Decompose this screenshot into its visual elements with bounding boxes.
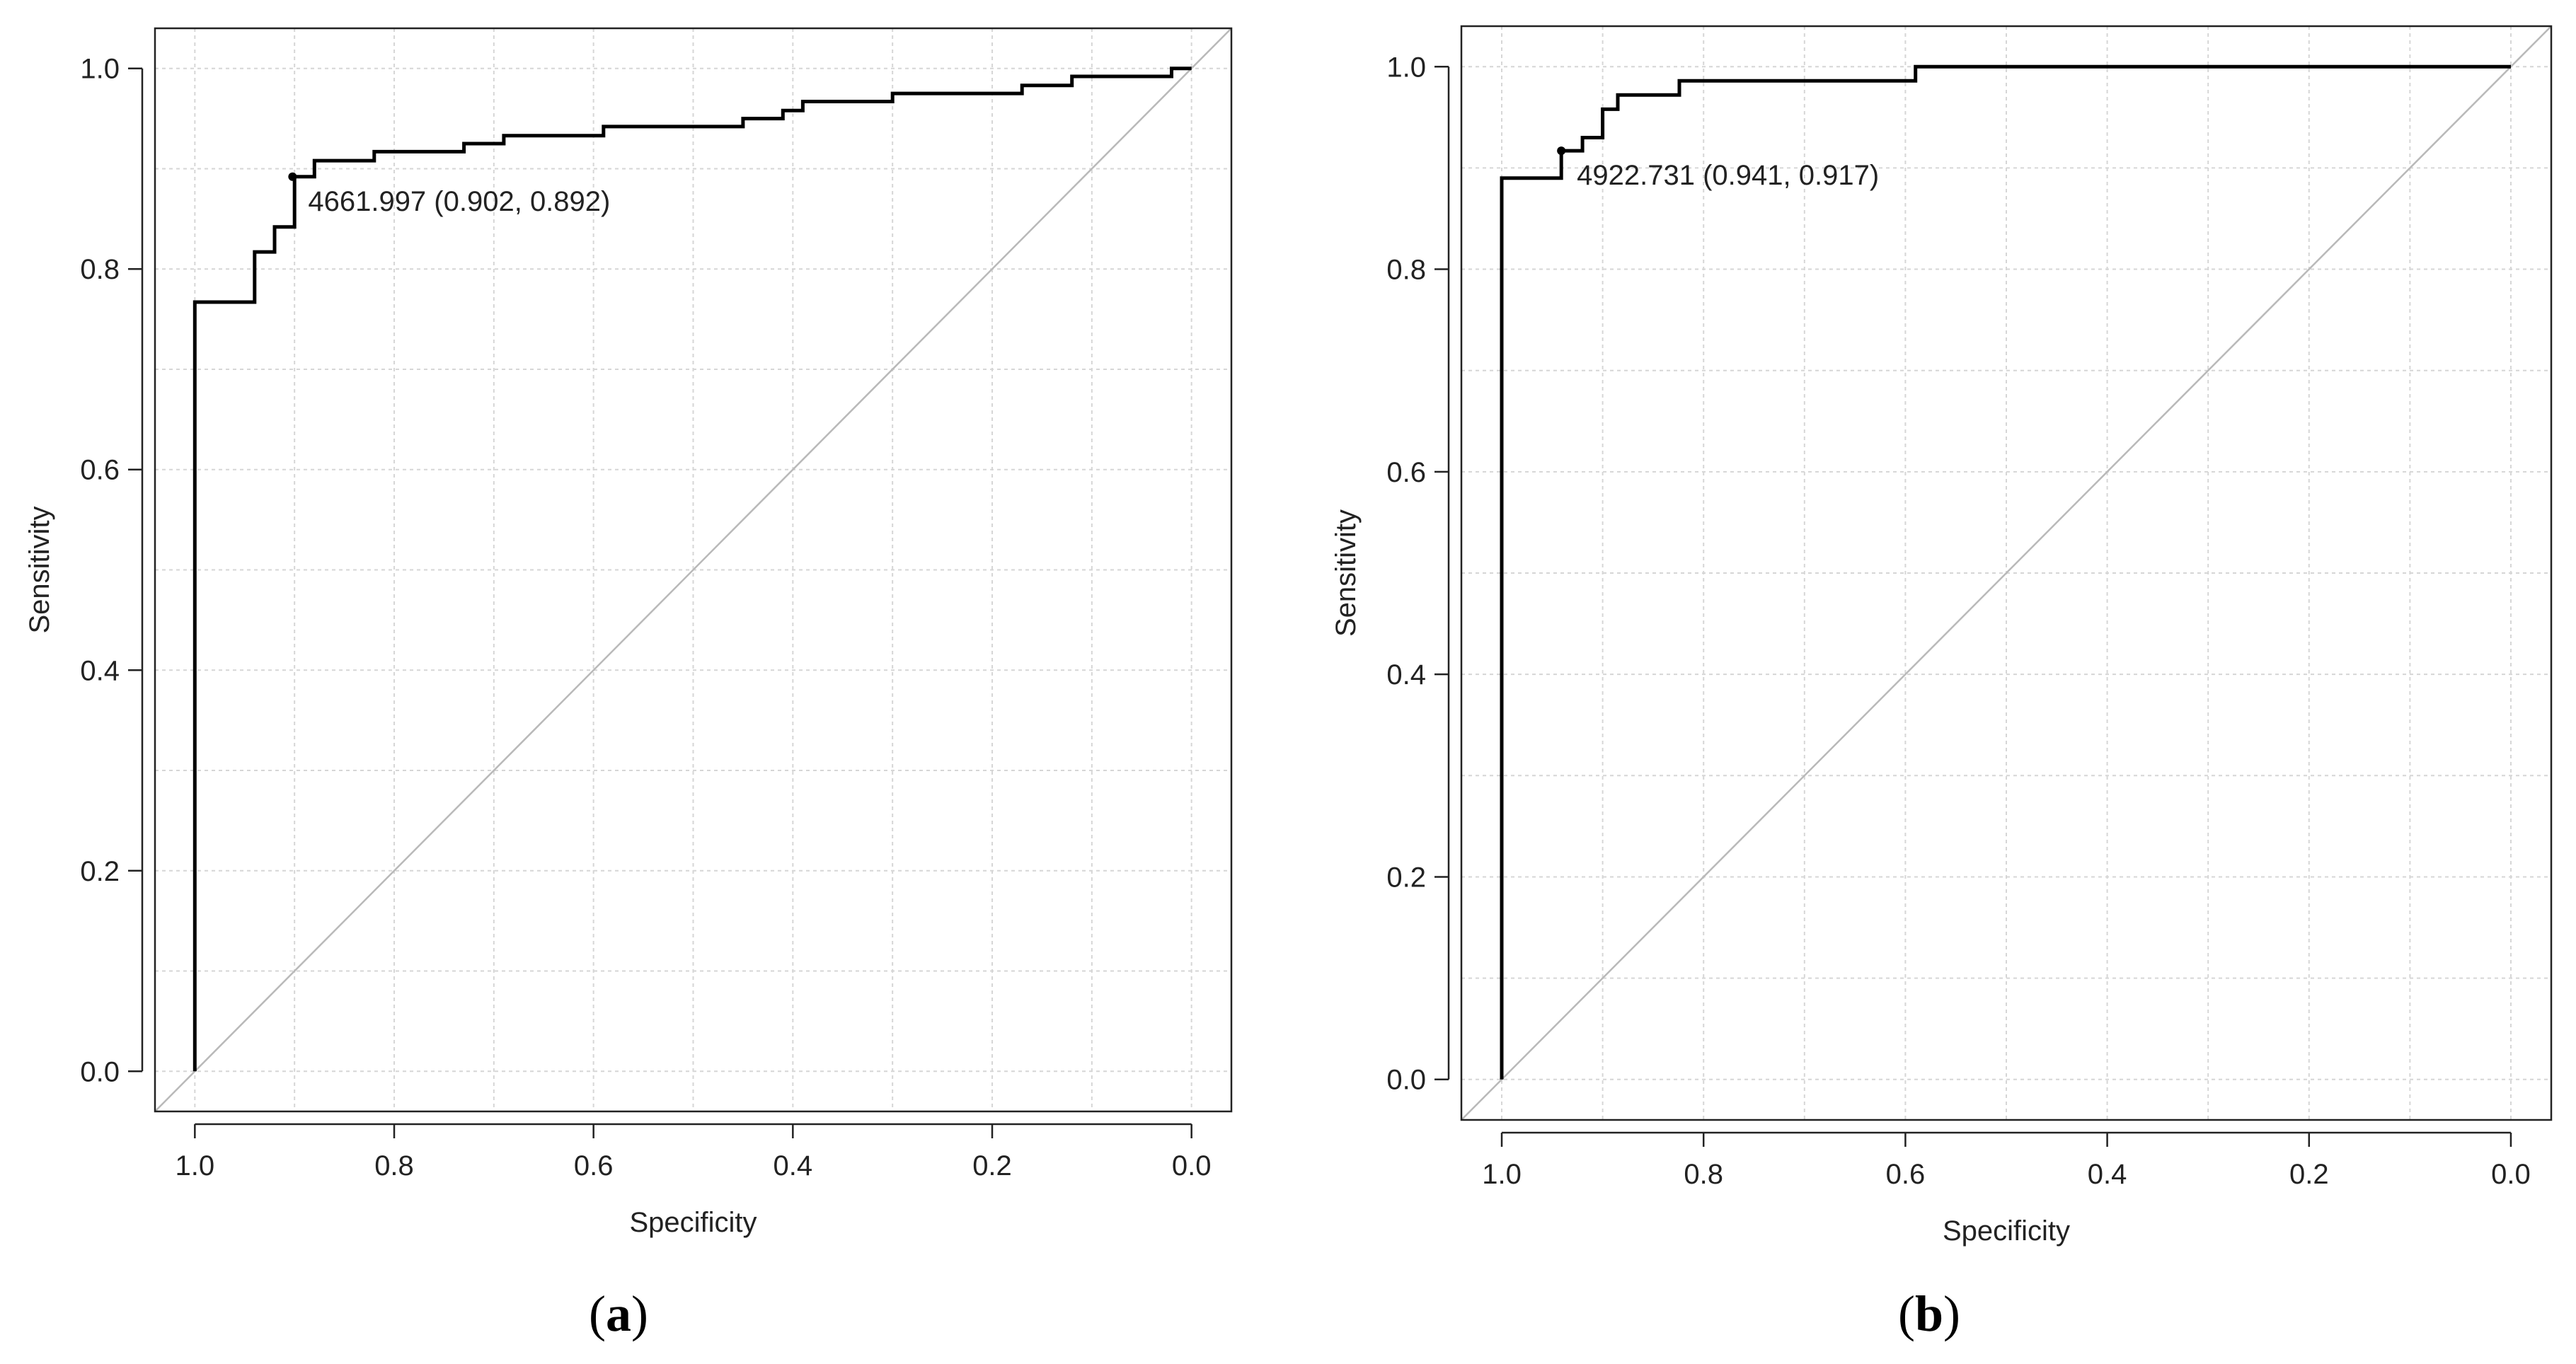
x-tick-label-a: 0.0: [1172, 1150, 1212, 1181]
y-tick-label-b: 0.4: [1386, 659, 1426, 690]
x-tick-label-b: 0.4: [2088, 1159, 2127, 1190]
y-axis-title-a: Sensitivity: [24, 506, 55, 633]
x-tick-label-b: 1.0: [1482, 1159, 1522, 1190]
y-tick-label-a: 0.4: [80, 655, 120, 686]
x-axis-b: 1.0 0.8 0.6 0.4 0.2 0.0: [1482, 1131, 2531, 1190]
x-tick-label-b: 0.0: [2491, 1159, 2531, 1190]
panel-caption-a: (a): [589, 1285, 648, 1342]
plot-frame-a: [154, 27, 1233, 1113]
y-tick-label-a: 0.6: [80, 455, 120, 486]
y-axis-b: 0.0 0.2 0.4 0.6 0.8 1.0: [1386, 52, 1450, 1096]
y-tick-label-b: 0.2: [1386, 862, 1426, 893]
reference-diagonal-a: [154, 28, 1232, 1112]
y-axis-a: 0.0 0.2 0.4 0.6 0.8 1.0: [80, 54, 144, 1087]
x-tick-label-a: 0.2: [972, 1150, 1012, 1181]
x-axis-title-b: Specificity: [1943, 1215, 2070, 1247]
y-tick-label-b: 0.6: [1386, 457, 1426, 488]
roc-curve-b: [1500, 64, 2511, 1080]
roc-panel-b: 4922.731 (0.941, 0.917) 1.0 0.8 0.6 0.4 0.2 0…: [1330, 25, 2553, 1342]
y-tick-label-b: 0.8: [1386, 255, 1426, 286]
y-axis-title-b: Sensitivity: [1330, 509, 1362, 637]
panel-caption-b: (b): [1898, 1285, 1960, 1342]
optimal-point-annotation-a: 4661.997 (0.902, 0.892): [308, 186, 610, 217]
x-tick-label-a: 1.0: [176, 1150, 215, 1181]
reference-diagonal-b: [1461, 25, 2552, 1121]
x-tick-label-a: 0.4: [774, 1150, 813, 1181]
x-axis-title-a: Specificity: [629, 1207, 757, 1238]
optimal-point-a: [288, 172, 297, 181]
y-tick-label-a: 1.0: [80, 54, 120, 85]
x-tick-label-a: 0.8: [374, 1150, 414, 1181]
x-axis-a: 1.0 0.8 0.6 0.4 0.2 0.0: [176, 1123, 1212, 1181]
optimal-point-annotation-b: 4922.731 (0.941, 0.917): [1577, 160, 1879, 191]
x-tick-label-a: 0.6: [574, 1150, 614, 1181]
x-tick-label-b: 0.8: [1684, 1159, 1723, 1190]
grid-lines-a: [155, 28, 1231, 1111]
optimal-point-b: [1557, 146, 1566, 156]
y-tick-label-a: 0.2: [80, 856, 120, 887]
y-tick-label-b: 1.0: [1386, 52, 1426, 83]
roc-curve-a: [192, 67, 1192, 1072]
roc-panel-a: 4661.997 (0.902, 0.892) 1.0 0.8 0.6 0.4 0.2 0…: [24, 27, 1233, 1342]
y-tick-label-a: 0.8: [80, 254, 120, 285]
plot-frame-b: [1460, 25, 2553, 1121]
x-tick-label-b: 0.6: [1886, 1159, 1926, 1190]
y-tick-label-a: 0.0: [80, 1056, 120, 1087]
y-tick-label-b: 0.0: [1386, 1065, 1426, 1096]
x-tick-label-b: 0.2: [2289, 1159, 2329, 1190]
